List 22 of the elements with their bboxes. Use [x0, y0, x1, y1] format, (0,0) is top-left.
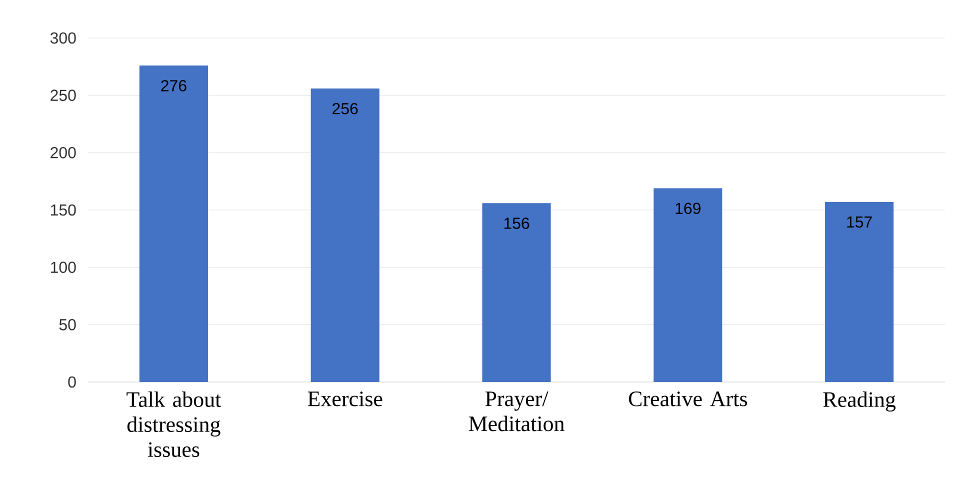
data-label: 276	[161, 80, 186, 92]
bar	[310, 88, 380, 382]
y-tick-label: 50	[59, 319, 76, 330]
data-label: 156	[504, 218, 530, 229]
y-tick-label: 250	[50, 90, 76, 101]
bar	[825, 202, 894, 382]
data-label: 169	[676, 202, 700, 214]
bar	[654, 188, 722, 382]
y-tick-label: 300	[50, 32, 76, 44]
bar	[139, 66, 208, 382]
x-tick-label: Exercise	[308, 392, 382, 406]
y-tick-label: 100	[51, 262, 76, 273]
y-tick-label: 150	[51, 204, 76, 216]
x-tick-label: Talk about distressing issues	[126, 392, 222, 458]
x-tick-label: Reading	[823, 392, 896, 412]
x-tick-label: Prayer/ Meditation	[468, 392, 564, 432]
data-label: 157	[847, 216, 872, 228]
y-tick-label: 0	[68, 376, 76, 388]
data-label: 256	[332, 102, 358, 114]
y-tick-label: 200	[50, 147, 76, 158]
bar	[482, 203, 551, 382]
x-tick-label: Creative Arts	[628, 392, 747, 406]
